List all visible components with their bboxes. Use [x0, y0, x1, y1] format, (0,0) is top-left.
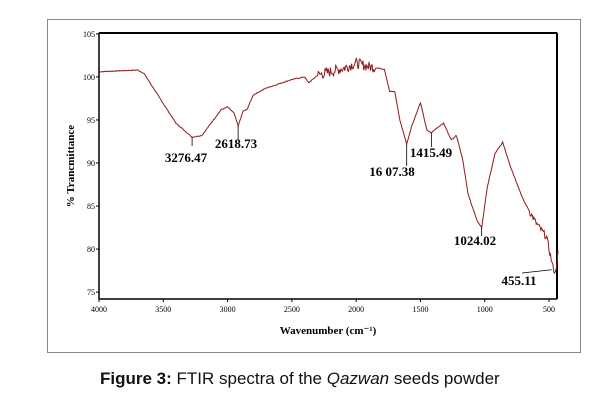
y-tick-label: 90 — [87, 159, 95, 168]
figure-frame — [47, 19, 581, 353]
peak-label: 2618.73 — [215, 136, 258, 151]
peak-label: 1024.02 — [454, 233, 496, 248]
x-tick-label: 4000 — [91, 305, 107, 314]
peak-leader-line — [521, 269, 552, 274]
x-tick-label: 3500 — [155, 305, 171, 314]
x-tick-label: 3000 — [220, 305, 236, 314]
peak-label: 1415.49 — [410, 145, 453, 160]
peak-label: 455.11 — [501, 273, 536, 288]
y-tick-label: 105 — [83, 30, 95, 39]
x-tick-label: 500 — [543, 305, 555, 314]
x-tick-label: 2000 — [348, 305, 364, 314]
caption-label: Figure 3: — [100, 369, 172, 388]
caption-text-end: seeds powder — [389, 369, 500, 388]
caption-italic: Qazwan — [326, 369, 390, 388]
y-tick-label: 95 — [87, 116, 95, 125]
y-tick-label: 85 — [87, 202, 95, 211]
ftir-chart: 4000 3500 3000 2500 2000 1500 1000 500 75 80 85 90 9… — [47, 19, 581, 353]
x-tick-label: 2500 — [284, 305, 300, 314]
plot-area — [98, 32, 558, 300]
y-tick-label: 75 — [87, 288, 95, 297]
spectrum-line — [99, 57, 559, 275]
y-tick-label: 80 — [87, 245, 95, 254]
x-axis-title: Wavenumber (cm⁻¹) — [280, 325, 377, 337]
x-tick-label: 1000 — [477, 305, 493, 314]
peak-label: 16 07.38 — [369, 164, 415, 179]
y-axis-title: % Trancmittance — [65, 125, 77, 207]
peak-label: 3276.47 — [165, 150, 208, 165]
caption-text: FTIR spectra of the — [171, 369, 327, 388]
x-tick-label: 1500 — [412, 305, 428, 314]
y-tick-label: 100 — [83, 73, 95, 82]
figure-caption: Figure 3: FTIR spectra of the Qazwan see… — [100, 369, 500, 389]
